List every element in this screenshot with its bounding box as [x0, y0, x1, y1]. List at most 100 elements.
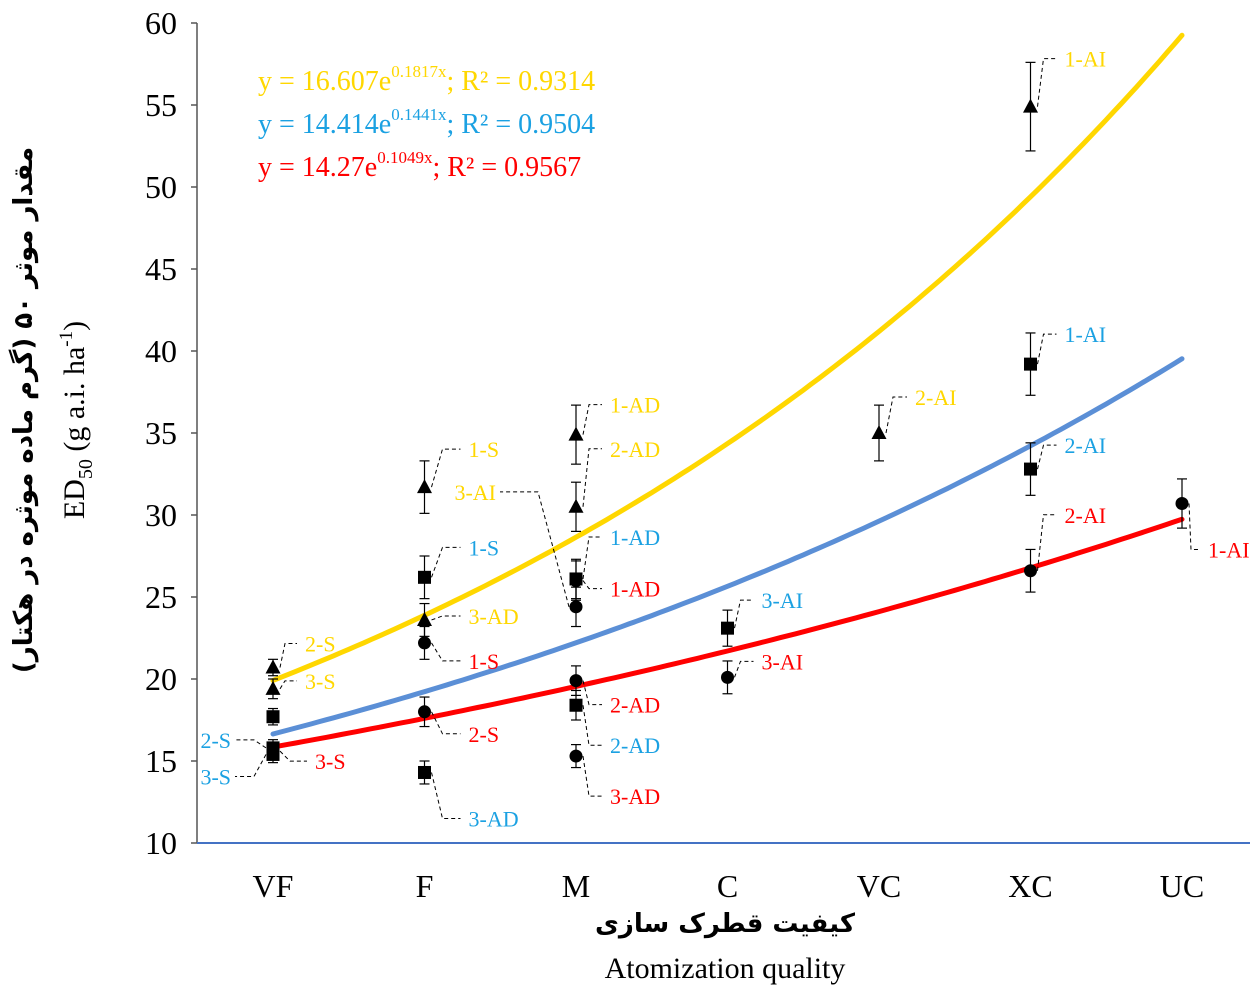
equation-text: y = 14.27e0.1049x; R² = 0.9567	[258, 148, 581, 183]
data-point: 1-AD	[569, 560, 660, 602]
leader-line	[1037, 514, 1057, 571]
square-marker	[721, 621, 734, 635]
y-tick-label: 60	[145, 5, 177, 41]
leader-line	[582, 756, 602, 797]
data-point: 2-AI	[871, 385, 957, 462]
point-label: 2-AD	[610, 437, 660, 462]
point-label: 1-AI	[1065, 47, 1107, 72]
triangle-marker	[265, 680, 281, 695]
circle-marker	[418, 636, 431, 650]
leader-line	[1037, 58, 1057, 107]
y-tick-label: 30	[145, 497, 177, 533]
point-label: 1-S	[469, 535, 500, 560]
leader-line	[582, 448, 602, 507]
x-axis-title-persian: کیفیت قطرک سازی	[595, 909, 856, 939]
data-point: 1-AI	[1024, 322, 1107, 396]
point-label: 2-S	[305, 632, 336, 657]
leader-line	[885, 396, 907, 434]
point-label: 1-AI	[1208, 538, 1250, 563]
leader-line	[431, 642, 461, 662]
point-label: 2-AD	[610, 733, 660, 758]
data-point: 3-AI	[721, 649, 803, 695]
x-tick-label: VF	[253, 868, 294, 904]
leader-line	[734, 599, 754, 629]
data-point: 3-S	[266, 742, 346, 774]
x-tick-label: F	[416, 868, 434, 904]
point-label: 3-S	[315, 749, 346, 774]
data-point: 2-AD	[568, 437, 660, 533]
point-label: 2-AI	[1065, 503, 1107, 528]
point-label: 1-AD	[610, 525, 660, 550]
axes: 10 15 20 25 30 35 40 45 50 55 60 VF F M C VC XC UC	[145, 5, 1250, 904]
point-label: 2-S	[200, 728, 231, 753]
triangle-marker	[417, 611, 432, 626]
triangle-marker	[265, 659, 281, 674]
circle-marker	[569, 574, 583, 588]
data-point: 1-S	[417, 437, 500, 514]
circle-marker	[569, 674, 583, 688]
circle-marker	[569, 600, 583, 614]
leader-line	[1037, 333, 1057, 365]
triangle-marker	[568, 426, 584, 441]
data-point: 2-AI	[1024, 503, 1107, 593]
data-point: 3-AD	[417, 602, 519, 637]
square-marker	[1024, 357, 1037, 371]
y-tick-label: 35	[145, 415, 177, 451]
data-point: 3-AD	[418, 760, 519, 831]
data-point: 1-S	[418, 625, 500, 674]
square-marker	[418, 570, 431, 584]
leader-line	[235, 739, 267, 749]
equation-text: y = 16.607e0.1817x; R² = 0.9314	[258, 62, 595, 97]
equation-text: y = 14.414e0.1441x; R² = 0.9504	[258, 105, 595, 140]
point-label: 3-AD	[469, 806, 519, 831]
data-point: 2-AD	[569, 689, 660, 758]
square-marker	[1024, 462, 1037, 476]
circle-marker	[721, 670, 734, 684]
data-point: 3-AI	[721, 588, 803, 647]
point-label: 2-S	[469, 722, 500, 747]
y-tick-label: 55	[145, 87, 177, 123]
triangle-marker	[417, 479, 432, 494]
leader-line	[431, 615, 461, 621]
y-tick-label: 40	[145, 333, 177, 369]
triangle-marker	[871, 425, 887, 439]
point-label: 1-S	[469, 437, 500, 462]
leader-line	[500, 491, 570, 607]
leader-line	[279, 643, 297, 668]
data-point: 1-AD	[568, 393, 660, 465]
y-tick-label: 45	[145, 251, 177, 287]
y-axis-title-persian: مقدار موثر ۵۰ (گرم ماده موثره در هکتار)	[8, 147, 39, 673]
circle-marker	[1024, 564, 1037, 578]
circle-marker	[266, 744, 280, 758]
leader-line	[279, 750, 307, 762]
data-point: 1-AI	[1023, 47, 1107, 152]
leader-line	[734, 660, 754, 678]
data-point: 2-S	[418, 696, 500, 747]
data-markers: 2-S 3-S 2-S 3-S 3-S 1-S 3-AD 1-S 3-AD 1-S 2-S 1-AD 2…	[200, 47, 1249, 832]
x-tick-label: C	[717, 868, 738, 904]
point-label: 3-AD	[469, 604, 519, 629]
leader-line	[279, 680, 297, 690]
point-label: 1-AI	[1065, 322, 1107, 347]
x-tick-label: M	[562, 868, 590, 904]
y-tick-label: 10	[145, 825, 177, 861]
point-label: 3-S	[305, 669, 336, 694]
leader-line	[431, 711, 461, 735]
y-tick-label: 20	[145, 661, 177, 697]
leader-line	[431, 772, 461, 819]
y-tick-label: 25	[145, 579, 177, 615]
point-label: 2-AD	[610, 693, 660, 718]
square-marker	[418, 765, 431, 779]
data-point: 2-S	[265, 632, 336, 677]
y-tick-label: 50	[145, 169, 177, 205]
point-label: 3-S	[200, 764, 231, 789]
point-label: 1-AD	[610, 577, 660, 602]
leader-line	[1037, 444, 1057, 470]
data-point: 2-AD	[569, 665, 660, 718]
equations: y = 16.607e0.1817x; R² = 0.9314 y = 14.41…	[258, 62, 595, 183]
point-label: 1-S	[469, 649, 500, 674]
square-marker	[569, 698, 583, 712]
data-point: 3-AI	[454, 480, 583, 628]
leader-line	[1188, 503, 1200, 551]
triangle-marker	[1023, 98, 1038, 113]
